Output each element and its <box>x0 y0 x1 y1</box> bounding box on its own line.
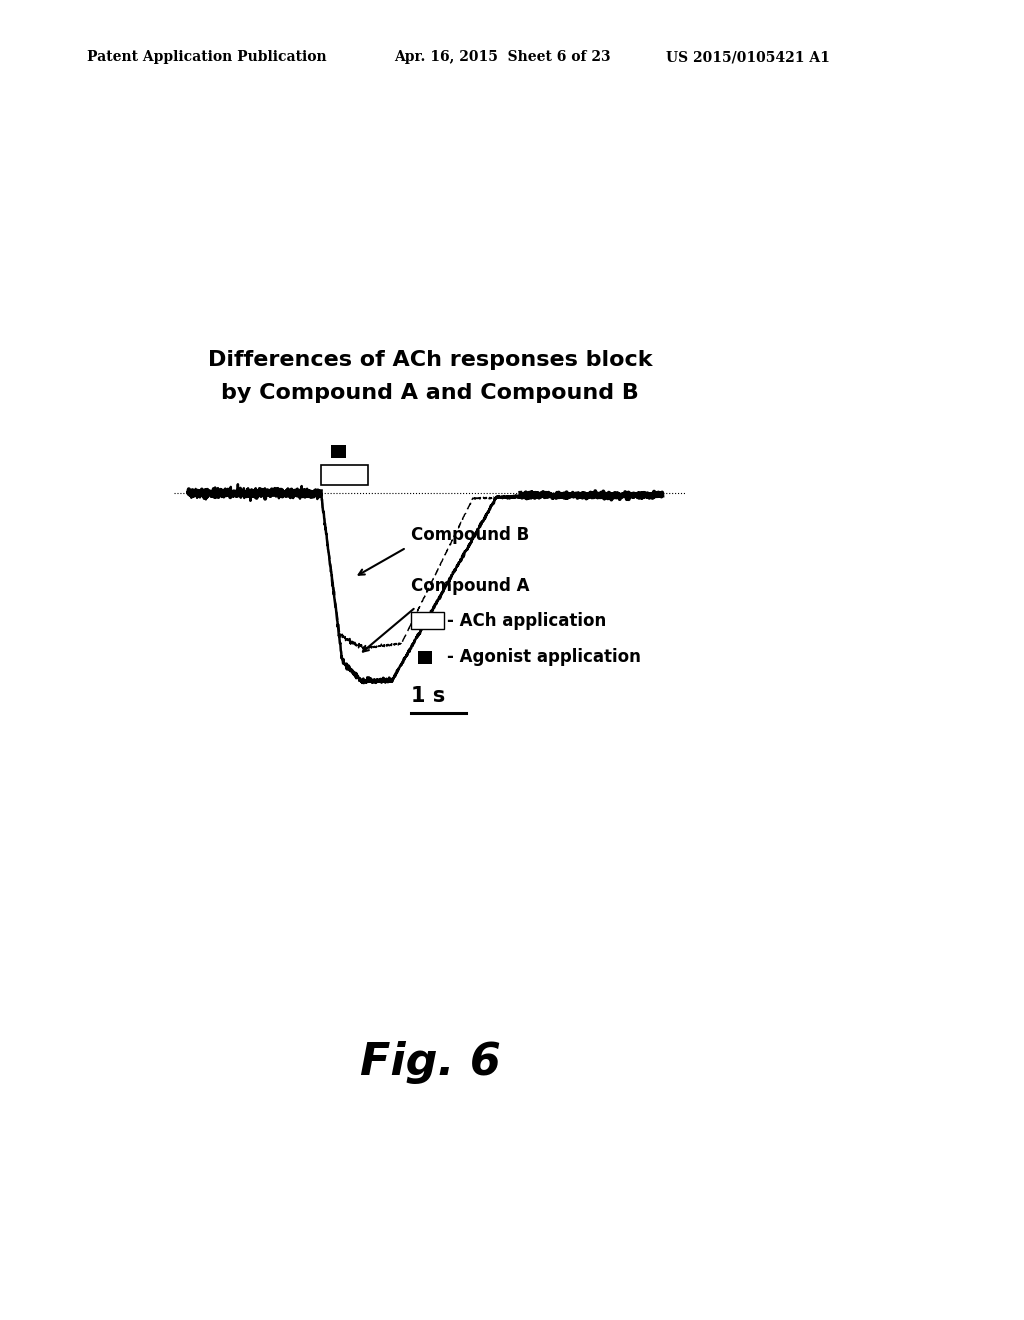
Text: Compound B: Compound B <box>411 525 529 544</box>
Text: 1 s: 1 s <box>411 686 445 706</box>
Bar <box>331 445 346 458</box>
Bar <box>322 465 369 486</box>
Text: Compound A: Compound A <box>411 577 529 595</box>
Text: - Agonist application: - Agonist application <box>446 648 641 667</box>
Text: - ACh application: - ACh application <box>446 611 606 630</box>
Bar <box>411 612 444 630</box>
Text: Fig. 6: Fig. 6 <box>359 1041 501 1084</box>
Bar <box>418 651 432 664</box>
Text: Patent Application Publication: Patent Application Publication <box>87 50 327 65</box>
Text: US 2015/0105421 A1: US 2015/0105421 A1 <box>666 50 829 65</box>
Text: by Compound A and Compound B: by Compound A and Compound B <box>221 383 639 403</box>
Text: Differences of ACh responses block: Differences of ACh responses block <box>208 350 652 370</box>
Text: Apr. 16, 2015  Sheet 6 of 23: Apr. 16, 2015 Sheet 6 of 23 <box>394 50 611 65</box>
